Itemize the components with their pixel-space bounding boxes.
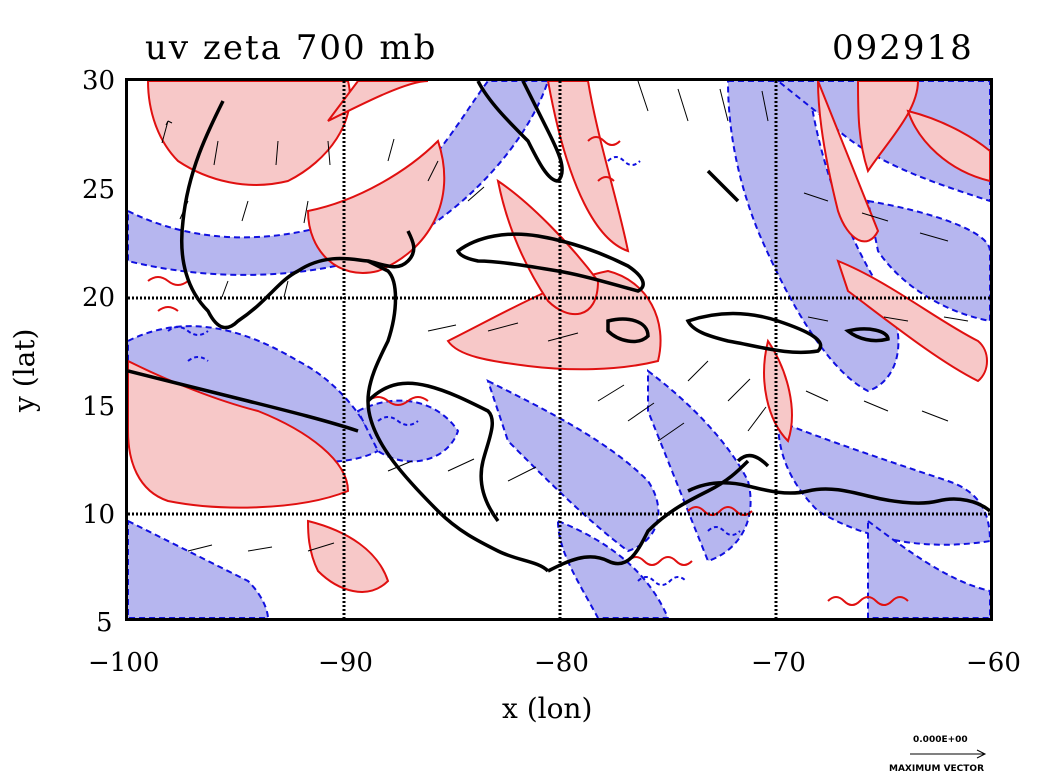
- vorticity-map: [128, 81, 990, 618]
- x-tick-neg60: −60: [966, 648, 1021, 678]
- reference-vector-label: MAXIMUM VECTOR: [889, 764, 985, 774]
- y-tick-10: 10: [82, 500, 116, 530]
- map-panel: [125, 78, 993, 621]
- graticule: [128, 81, 990, 618]
- y-tick-30: 30: [82, 66, 116, 96]
- x-tick-neg70: −70: [751, 648, 806, 678]
- coastlines: [128, 81, 990, 573]
- y-tick-25: 25: [82, 175, 116, 205]
- y-tick-5: 5: [96, 608, 113, 638]
- y-tick-15: 15: [82, 392, 116, 422]
- x-tick-neg90: −90: [318, 648, 373, 678]
- plot-timestamp: 092918: [832, 28, 974, 68]
- positive-vorticity-fill: [128, 81, 990, 593]
- small-contours: [147, 136, 909, 606]
- plot-title: uv zeta 700 mb: [145, 28, 438, 68]
- y-tick-20: 20: [82, 283, 116, 313]
- y-axis-label: y (lat): [8, 328, 41, 412]
- x-tick-neg100: −100: [88, 648, 160, 678]
- reference-arrow-icon: [910, 749, 987, 759]
- reference-vector-value: 0.000E+00: [913, 735, 968, 745]
- wind-vectors: [161, 81, 969, 552]
- x-axis-label: x (lon): [502, 692, 593, 725]
- x-tick-neg80: −80: [534, 648, 589, 678]
- reference-vector-legend: 0.000E+00 MAXIMUM VECTOR: [885, 733, 1010, 783]
